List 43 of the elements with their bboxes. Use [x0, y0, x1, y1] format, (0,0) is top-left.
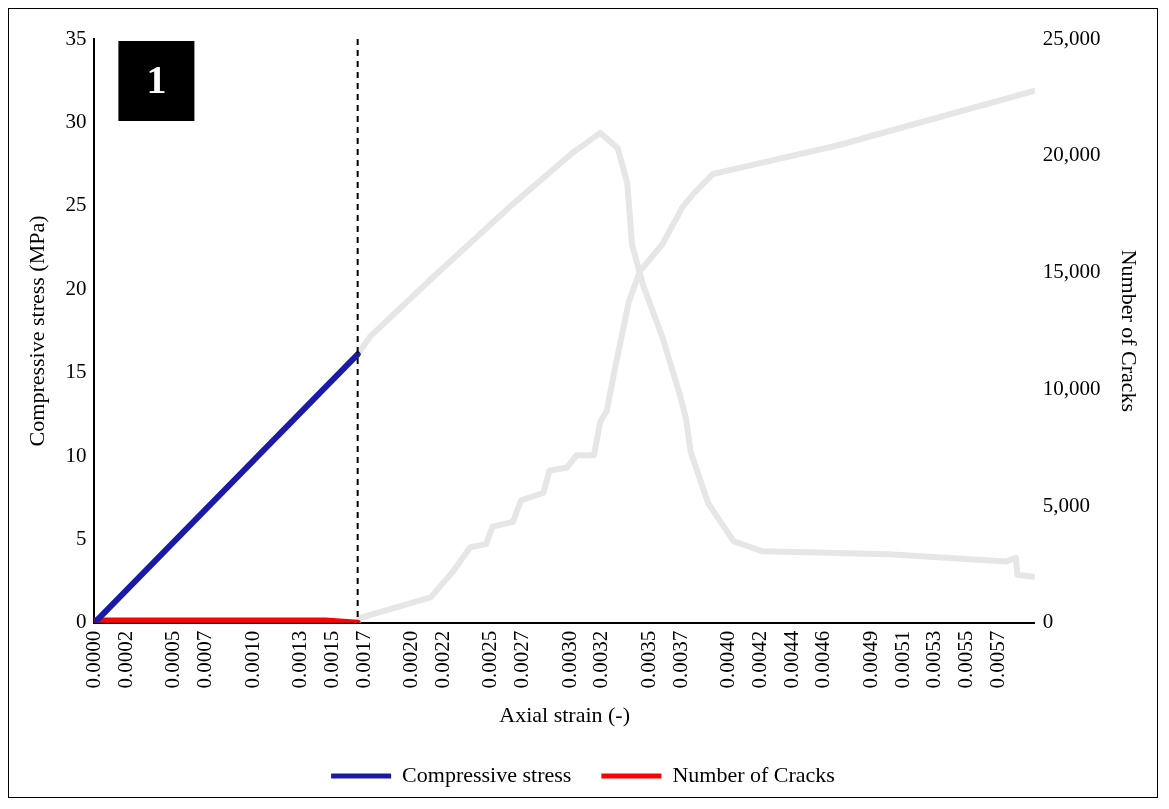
y2-tick-label: 25,000: [1042, 25, 1101, 50]
x-tick-label: 0.0037: [667, 630, 692, 689]
y-axis-title: Compressive stress (MPa): [23, 215, 49, 447]
x-tick-label: 0.0002: [112, 630, 137, 689]
legend-label: Number of Cracks: [672, 761, 835, 787]
x-tick-label: 0.0053: [921, 630, 946, 689]
x-tick-label: 0.0032: [588, 630, 613, 689]
x-tick-label: 0.0042: [747, 630, 771, 689]
y2-tick-label: 15,000: [1042, 259, 1101, 284]
x-tick-label: 0.0025: [477, 630, 502, 689]
x-tick-label: 0.0007: [191, 630, 216, 689]
y-tick-label: 5: [75, 525, 87, 550]
x-tick-label: 0.0035: [635, 630, 660, 689]
x-tick-label: 0.0046: [810, 630, 835, 689]
y-tick-label: 20: [65, 275, 87, 300]
x-tick-label: 0.0027: [509, 630, 534, 689]
y2-tick-label: 0: [1042, 609, 1054, 634]
x-tick-label: 0.0030: [556, 630, 581, 689]
x-tick-label: 0.0005: [160, 630, 185, 689]
y-tick-label: 30: [65, 108, 87, 133]
x-tick-label: 0.0044: [778, 630, 803, 689]
x-tick-label: 0.0055: [953, 630, 978, 689]
x-tick-label: 0.0051: [889, 630, 914, 689]
x-tick-label: 0.0010: [239, 630, 264, 689]
annotation: 1: [146, 57, 167, 103]
y-tick-label: 35: [65, 25, 87, 50]
x-tick-label: 0.0022: [429, 630, 454, 689]
y-tick-label: 15: [65, 359, 87, 384]
x-tick-label: 0.0040: [715, 630, 740, 689]
y2-axis-title: Number of Cracks: [1117, 249, 1143, 413]
y2-tick-label: 20,000: [1042, 142, 1101, 167]
x-tick-label: 0.0020: [398, 630, 423, 689]
x-axis-title: Axial strain (-): [499, 701, 630, 727]
y-tick-label: 10: [65, 442, 87, 467]
y2-tick-label: 10,000: [1042, 375, 1101, 400]
x-tick-label: 0.0013: [287, 630, 312, 689]
x-tick-label: 0.0017: [350, 630, 375, 689]
y-tick-label: 25: [65, 192, 87, 217]
x-tick-label: 0.0057: [984, 630, 1009, 689]
y2-tick-label: 5,000: [1042, 492, 1091, 517]
x-tick-label: 0.0049: [858, 630, 883, 689]
x-tick-label: 0.0015: [318, 630, 343, 689]
legend-label: Compressive stress: [402, 761, 572, 787]
